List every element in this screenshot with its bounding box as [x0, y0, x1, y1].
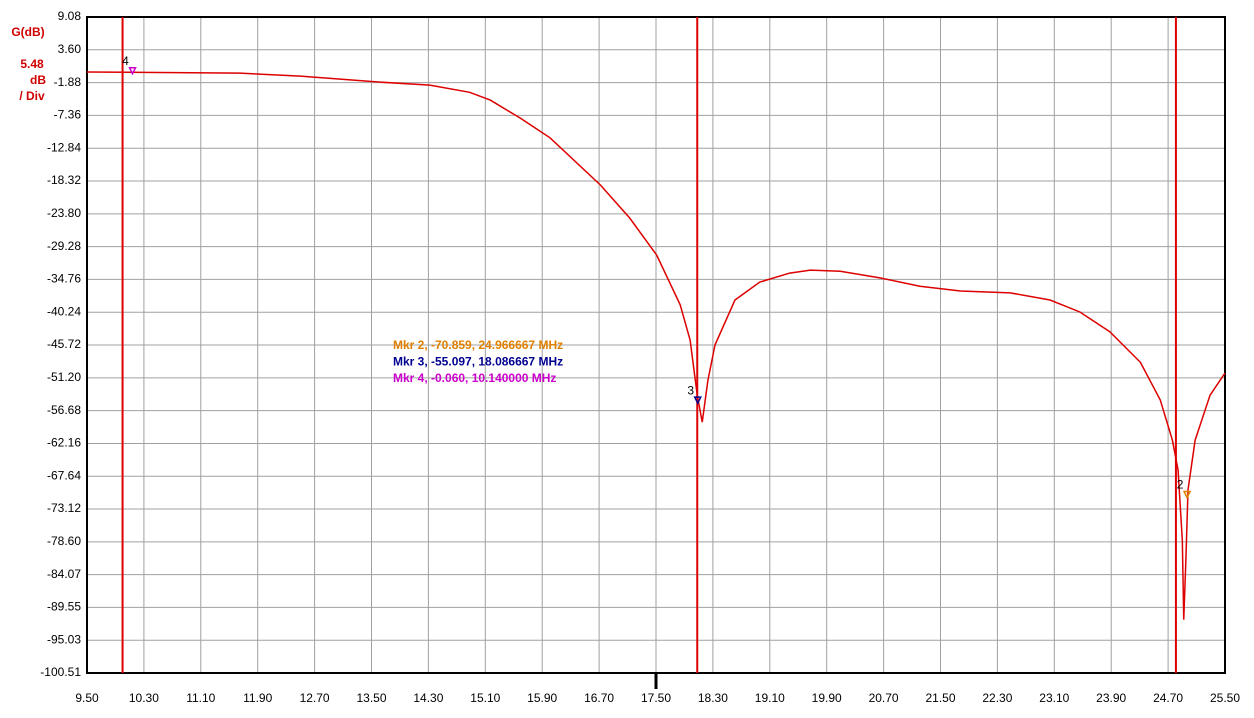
x-tick-label: 23.90 — [1096, 691, 1126, 705]
x-tick-label: 19.90 — [812, 691, 842, 705]
marker-label: 4 — [122, 54, 129, 68]
marker-readout: Mkr 3, -55.097, 18.086667 MHz — [393, 355, 563, 369]
scale-unit: dB — [30, 73, 46, 87]
marker-readout: Mkr 2, -70.859, 24.966667 MHz — [393, 338, 563, 352]
y-tick-label: -56.68 — [47, 403, 81, 417]
y-tick-label: 9.08 — [58, 9, 82, 23]
marker — [128, 66, 137, 76]
y-tick-label: -23.80 — [47, 206, 81, 220]
x-tick-label: 9.50 — [75, 691, 99, 705]
trace — [86, 71, 1226, 620]
x-tick-label: 25.50 — [1210, 691, 1240, 705]
y-tick-label: 3.60 — [58, 42, 82, 56]
x-tick-label: 20.70 — [869, 691, 899, 705]
scale-unit: / Div — [19, 89, 45, 103]
y-tick-label: -62.16 — [47, 436, 81, 450]
x-tick-label: 11.90 — [243, 691, 272, 705]
x-tick-label: 15.10 — [470, 691, 500, 705]
y-tick-label: -84.07 — [47, 567, 81, 581]
x-tick-label: 16.70 — [584, 691, 614, 705]
y-tick-label: -73.12 — [47, 501, 81, 515]
x-tick-label: 21.50 — [925, 691, 955, 705]
marker-readout: Mkr 4, -0.060, 10.140000 MHz — [393, 371, 556, 385]
x-tick-label: 13.50 — [356, 691, 386, 705]
marker — [1182, 490, 1192, 500]
y-tick-label: -29.28 — [47, 239, 81, 253]
x-tick-label: 22.30 — [982, 691, 1012, 705]
y-tick-label: -12.84 — [47, 140, 81, 154]
marker-label: 2 — [1177, 478, 1184, 492]
x-tick-label: 15.90 — [527, 691, 557, 705]
y-tick-label: -45.72 — [47, 337, 81, 351]
y-tick-label: -100.51 — [40, 665, 81, 679]
marker — [693, 396, 702, 405]
x-tick-label: 12.70 — [300, 691, 330, 705]
x-tick-label: 18.30 — [698, 691, 728, 705]
x-tick-label: 17.50 — [641, 691, 671, 705]
x-tick-label: 24.70 — [1153, 691, 1183, 705]
y-tick-label: -7.36 — [54, 108, 82, 122]
x-tick-label: 14.30 — [413, 691, 443, 705]
y-tick-label: -34.76 — [47, 272, 81, 286]
y-tick-label: -89.55 — [47, 600, 81, 614]
y-tick-label: -18.32 — [47, 173, 81, 187]
y-tick-label: -95.03 — [47, 632, 81, 646]
y-tick-label: -40.24 — [47, 304, 81, 318]
y-tick-label: -51.20 — [47, 370, 81, 384]
x-tick-label: 23.10 — [1039, 691, 1069, 705]
y-tick-label: -67.64 — [47, 468, 81, 482]
marker-label: 3 — [687, 383, 694, 397]
x-tick-label: 11.10 — [186, 691, 215, 705]
y-tick-label: -1.88 — [54, 75, 82, 89]
x-tick-label: 19.10 — [755, 691, 785, 705]
scale-per-div: 5.48 — [20, 57, 44, 71]
y-tick-label: -78.60 — [47, 534, 81, 548]
x-tick-label: 10.30 — [129, 691, 159, 705]
y-axis-label: G(dB) — [11, 25, 44, 39]
